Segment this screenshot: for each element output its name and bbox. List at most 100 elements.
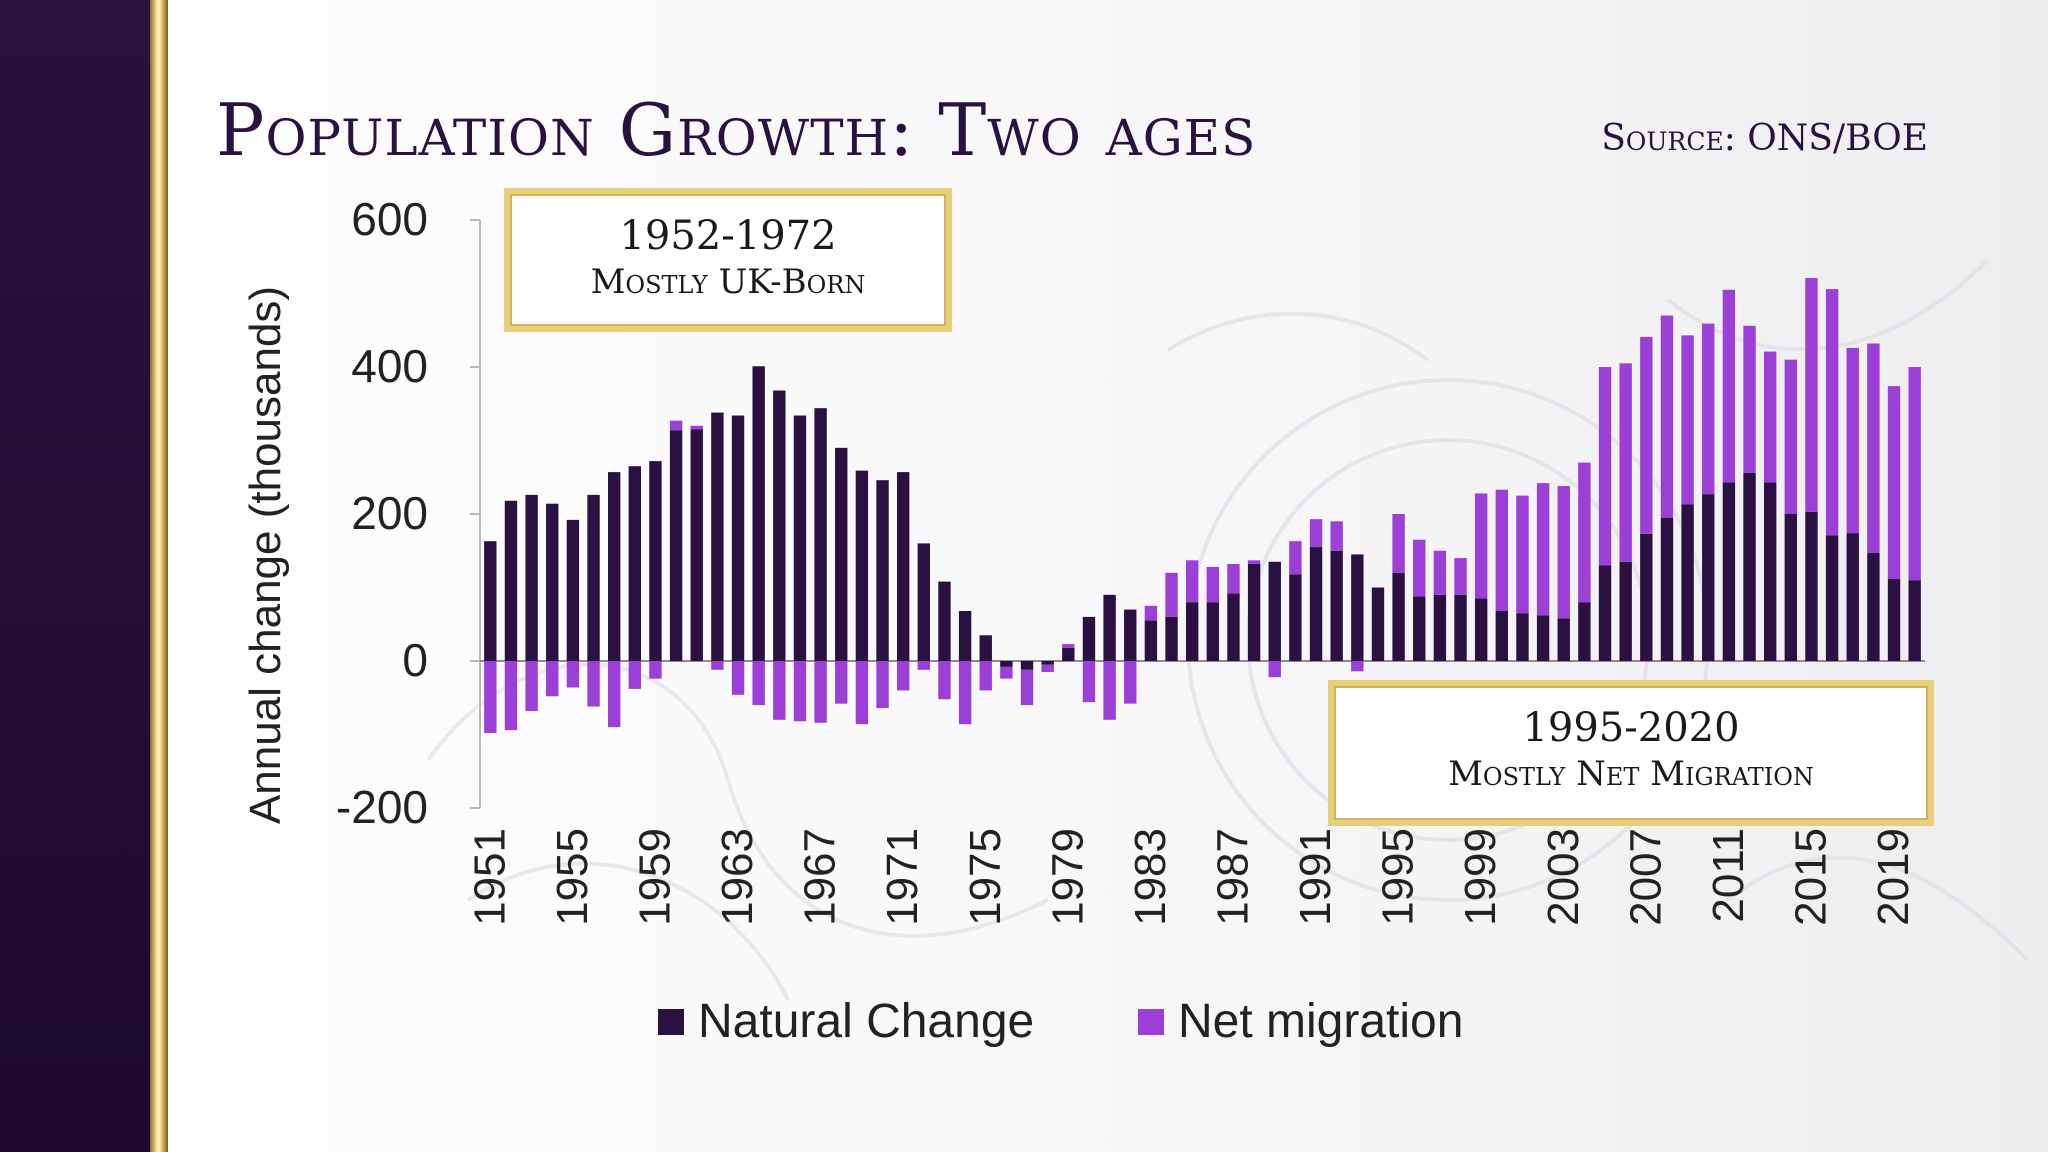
bar-net-migration	[773, 661, 785, 720]
bar-net-migration	[1558, 486, 1570, 618]
callout-net-migration-years: 1995-2020	[1334, 704, 1928, 752]
bar-net-migration	[525, 661, 537, 711]
bar-net-migration	[980, 661, 992, 690]
bar-natural-change	[1103, 595, 1115, 661]
bar-net-migration	[1578, 463, 1590, 603]
x-tick-label: 1987	[1208, 828, 1257, 926]
bar-natural-change	[567, 520, 579, 661]
bar-net-migration	[1496, 490, 1508, 611]
bar-natural-change	[1083, 617, 1095, 661]
legend-label-migration: Net migration	[1178, 994, 1463, 1049]
x-tick-label: 1983	[1126, 828, 1175, 926]
bar-net-migration	[732, 661, 744, 695]
bar-net-migration	[1310, 519, 1322, 547]
bar-natural-change	[587, 495, 599, 661]
x-tick-label: 1991	[1291, 828, 1340, 926]
bar-natural-change	[1496, 611, 1508, 661]
bar-net-migration	[1021, 670, 1033, 705]
bar-natural-change	[752, 366, 764, 661]
bar-natural-change	[959, 611, 971, 661]
bar-net-migration	[1826, 289, 1838, 535]
bar-net-migration	[1289, 541, 1301, 574]
bar-natural-change	[1207, 602, 1219, 661]
bar-natural-change	[1475, 599, 1487, 661]
bar-natural-change	[1537, 615, 1549, 661]
bar-natural-change	[773, 391, 785, 661]
bar-natural-change	[814, 408, 826, 661]
bar-natural-change	[1599, 565, 1611, 661]
y-tick-label: 600	[351, 193, 428, 245]
bar-net-migration	[567, 661, 579, 687]
x-tick-label: 2007	[1621, 828, 1670, 926]
bar-natural-change	[1661, 518, 1673, 661]
bar-net-migration	[856, 661, 868, 724]
bar-natural-change	[1021, 661, 1033, 670]
bar-net-migration	[1165, 573, 1177, 617]
bar-net-migration	[1083, 661, 1095, 702]
bar-net-migration	[938, 661, 950, 699]
bar-net-migration	[1888, 386, 1900, 579]
x-tick-label: 1979	[1043, 828, 1092, 926]
bar-net-migration	[1145, 606, 1157, 621]
bar-net-migration	[629, 661, 641, 689]
bar-natural-change	[1165, 617, 1177, 661]
bar-natural-change	[794, 416, 806, 661]
bar-net-migration	[587, 661, 599, 707]
bar-natural-change	[1867, 553, 1879, 661]
bar-net-migration	[649, 661, 661, 679]
bar-natural-change	[1619, 562, 1631, 661]
bar-natural-change	[918, 543, 930, 661]
x-tick-label: 1959	[630, 828, 679, 926]
callout-uk-born-years: 1952-1972	[510, 212, 946, 260]
bar-natural-change	[670, 430, 682, 661]
bar-natural-change	[1145, 621, 1157, 661]
bar-natural-change	[1413, 596, 1425, 661]
bar-chart: 6004002000-2001951 1955 1959 1963 1967 1971 19…	[0, 0, 2048, 1152]
x-tick-label: 1975	[961, 828, 1010, 926]
bar-natural-change	[1785, 514, 1797, 661]
y-axis-title: Annual change (thousands)	[241, 286, 290, 824]
bar-natural-change	[1310, 547, 1322, 661]
bar-net-migration	[1041, 665, 1053, 672]
bar-natural-change	[1124, 610, 1136, 661]
bar-net-migration	[835, 661, 847, 704]
callout-net-migration-desc: Mostly Net Migration	[1334, 752, 1928, 796]
bar-net-migration	[1434, 551, 1446, 595]
bar-natural-change	[1227, 593, 1239, 661]
bar-net-migration	[1619, 363, 1631, 561]
bar-net-migration	[1351, 661, 1363, 671]
bar-natural-change	[980, 635, 992, 661]
legend-swatch-natural	[658, 1009, 684, 1035]
legend-swatch-migration	[1138, 1009, 1164, 1035]
bar-net-migration	[814, 661, 826, 723]
bar-net-migration	[1661, 316, 1673, 518]
bar-natural-change	[1330, 551, 1342, 661]
bar-net-migration	[897, 661, 909, 690]
bar-net-migration	[1330, 521, 1342, 550]
bar-natural-change	[1351, 554, 1363, 661]
bar-net-migration	[1681, 335, 1693, 504]
bar-natural-change	[1248, 564, 1260, 661]
bar-net-migration	[1392, 514, 1404, 573]
bar-natural-change	[1743, 473, 1755, 661]
x-tick-label: 2011	[1704, 828, 1753, 923]
y-tick-label: 200	[351, 487, 428, 539]
bar-natural-change	[1702, 494, 1714, 661]
bar-net-migration	[1867, 343, 1879, 552]
bar-net-migration	[546, 661, 558, 696]
bar-natural-change	[629, 466, 641, 661]
bar-natural-change	[1186, 602, 1198, 661]
bars-layer	[484, 278, 1921, 733]
bar-net-migration	[484, 661, 496, 733]
bar-natural-change	[835, 448, 847, 661]
bar-net-migration	[1847, 348, 1859, 533]
bar-natural-change	[1826, 535, 1838, 661]
bar-natural-change	[1681, 504, 1693, 661]
bar-net-migration	[1227, 564, 1239, 593]
bar-natural-change	[546, 504, 558, 661]
callout-uk-born-desc: Mostly UK-Born	[510, 260, 946, 304]
x-tick-label: 1971	[878, 828, 927, 926]
bar-net-migration	[1640, 337, 1652, 534]
bar-net-migration	[1000, 667, 1012, 679]
bar-net-migration	[1764, 352, 1776, 483]
